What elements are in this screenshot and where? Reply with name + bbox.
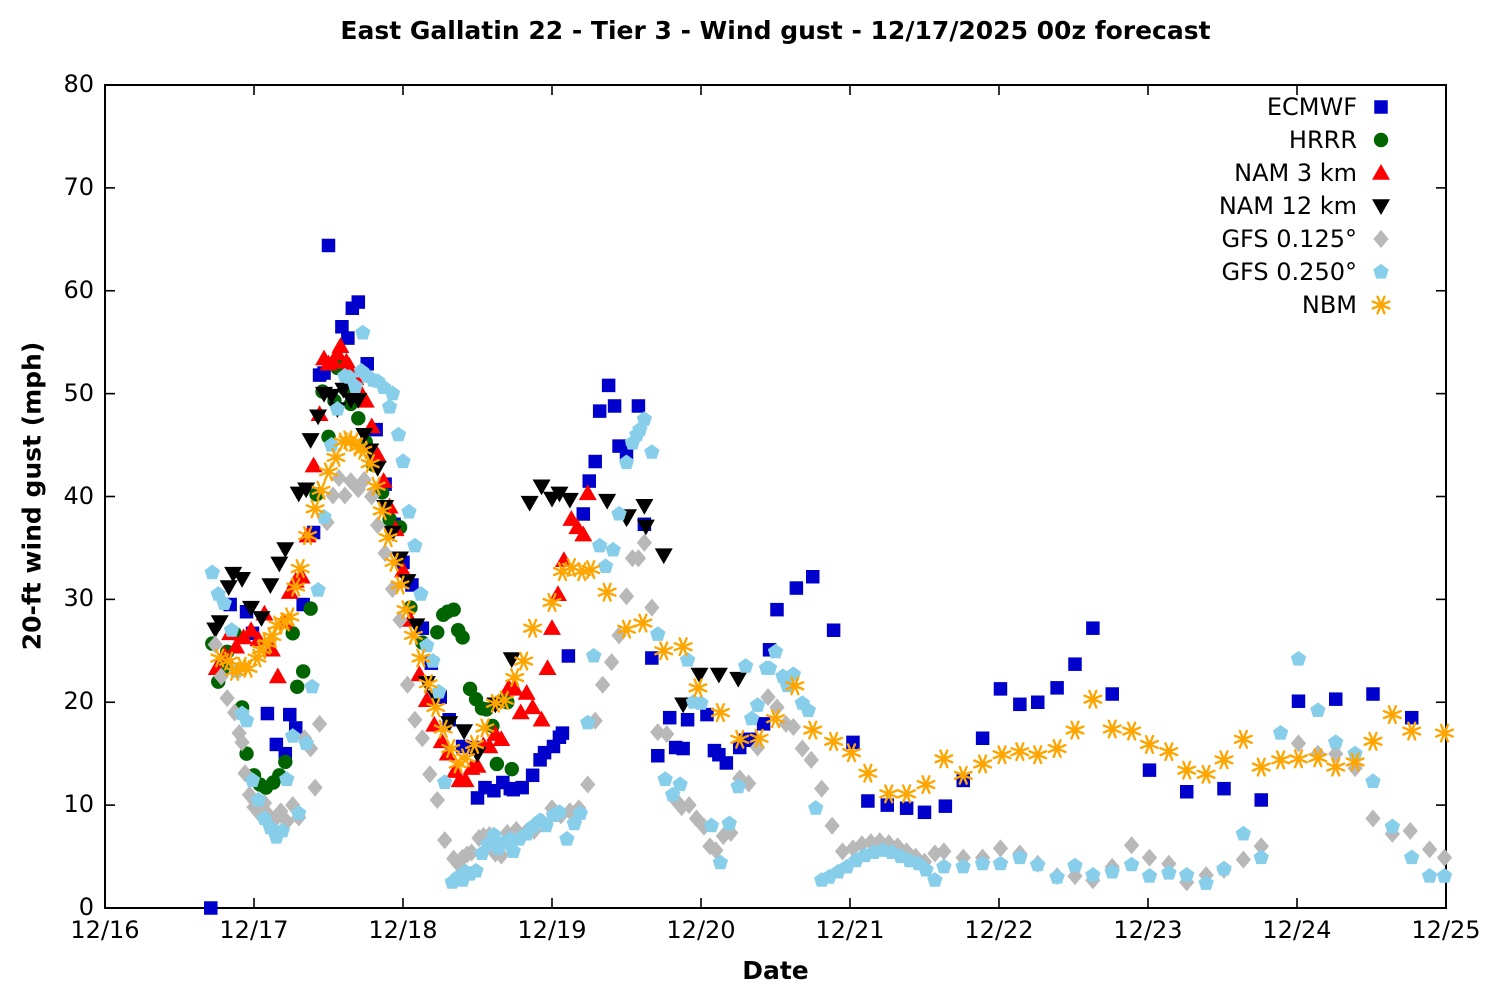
hrrr-circle-icon — [1357, 125, 1405, 155]
y-tick-label: 20 — [63, 687, 94, 716]
y-tick-label: 50 — [63, 378, 94, 407]
x-tick-label: 12/16 — [70, 916, 140, 944]
series-nbm — [210, 430, 1455, 804]
legend-item-gfs0125: GFS 0.125° — [1085, 222, 1405, 255]
nbm-star-icon — [1357, 290, 1405, 320]
legend-label-gfs0125: GFS 0.125° — [1221, 224, 1357, 253]
x-tick-label: 12/21 — [815, 916, 885, 944]
y-tick-label: 40 — [63, 481, 94, 510]
legend-item-nbm: NBM — [1085, 288, 1405, 321]
x-tick-label: 12/17 — [219, 916, 289, 944]
legend-item-ecmwf: ECMWF — [1085, 90, 1405, 123]
nam12km-triangle-down-icon — [1357, 191, 1405, 221]
ecmwf-square-icon — [1357, 92, 1405, 122]
y-tick-label: 10 — [63, 790, 94, 819]
y-tick-label: 0 — [78, 893, 94, 921]
x-tick-label: 12/18 — [368, 916, 438, 944]
legend-label-ecmwf: ECMWF — [1266, 92, 1357, 121]
legend-item-gfs0250: GFS 0.250° — [1085, 255, 1405, 288]
x-tick-label: 12/19 — [517, 916, 587, 944]
legend-item-nam12km: NAM 12 km — [1085, 189, 1405, 222]
series-nam-3-km — [207, 337, 597, 788]
legend-label-nbm: NBM — [1301, 290, 1357, 319]
series-gfs-0-250- — [204, 324, 1453, 890]
x-tick-label: 12/20 — [666, 916, 736, 944]
nam3km-triangle-up-icon — [1357, 158, 1405, 188]
y-tick-label: 70 — [63, 172, 94, 201]
legend-label-nam3km: NAM 3 km — [1234, 158, 1357, 187]
x-tick-label: 12/25 — [1411, 916, 1481, 944]
legend-item-hrrr: HRRR — [1085, 123, 1405, 156]
chart-title: East Gallatin 22 - Tier 3 - Wind gust - … — [340, 16, 1211, 45]
x-tick-label: 12/22 — [964, 916, 1034, 944]
series-hrrr — [205, 358, 519, 795]
y-tick-label: 60 — [63, 275, 94, 304]
x-tick-label: 12/24 — [1262, 916, 1332, 944]
y-tick-label: 30 — [63, 584, 94, 613]
x-axis-label: Date — [742, 956, 809, 985]
legend-label-hrrr: HRRR — [1288, 125, 1357, 154]
gfs0250-pentagon-icon — [1357, 257, 1405, 287]
x-tick-label: 12/23 — [1113, 916, 1183, 944]
legend-label-gfs0250: GFS 0.250° — [1221, 257, 1357, 286]
legend-label-nam12km: NAM 12 km — [1218, 191, 1357, 220]
gfs0125-diamond-icon — [1357, 224, 1405, 254]
legend-item-nam3km: NAM 3 km — [1085, 156, 1405, 189]
y-tick-label: 80 — [63, 70, 94, 98]
legend: ECMWF HRRR NAM 3 km NAM 12 km GFS 0.125°… — [1085, 90, 1405, 321]
